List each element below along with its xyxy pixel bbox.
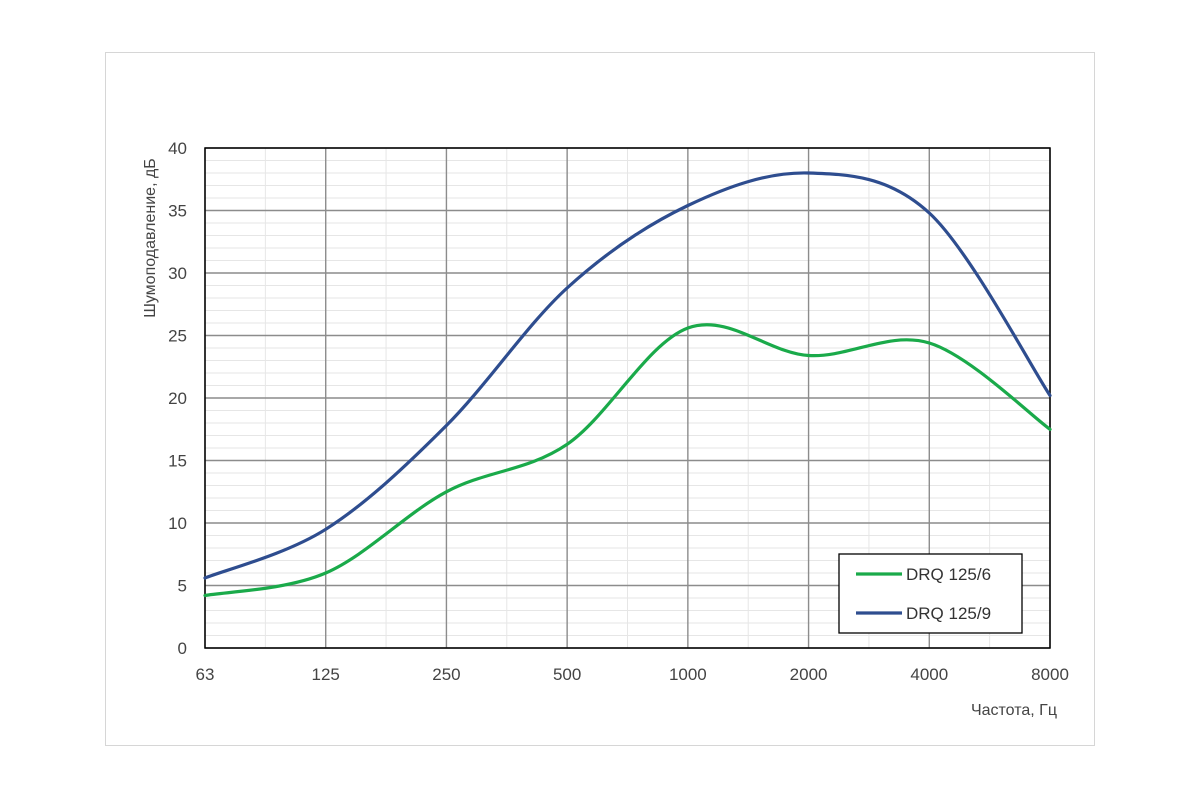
x-tick-label: 2000 [790, 665, 828, 684]
x-tick-label: 250 [432, 665, 460, 684]
y-tick-label: 20 [168, 389, 187, 408]
x-tick-label: 63 [196, 665, 215, 684]
x-tick-label: 4000 [910, 665, 948, 684]
y-tick-label: 35 [168, 202, 187, 221]
y-tick-label: 30 [168, 264, 187, 283]
y-tick-label: 25 [168, 327, 187, 346]
y-tick-label: 5 [178, 577, 187, 596]
y-axis-title: Шумоподавление, дБ [142, 158, 159, 318]
y-tick-labels: 0 5 10 15 20 25 30 35 40 [168, 139, 187, 658]
x-tick-label: 125 [312, 665, 340, 684]
series-line-2 [203, 171, 1052, 580]
x-axis-title: Частота, Гц [971, 702, 1057, 719]
x-tick-label: 1000 [669, 665, 707, 684]
legend-label: DRQ 125/9 [906, 604, 991, 623]
x-tick-label: 500 [553, 665, 581, 684]
y-tick-label: 15 [168, 452, 187, 471]
y-tick-label: 10 [168, 514, 187, 533]
legend: DRQ 125/6 DRQ 125/9 [838, 553, 1023, 634]
series-line-1 [203, 323, 1052, 598]
legend-box [838, 553, 1023, 634]
x-tick-labels: 63 125 250 500 1000 2000 4000 8000 [196, 665, 1069, 684]
legend-label: DRQ 125/6 [906, 565, 991, 584]
x-tick-label: 8000 [1031, 665, 1069, 684]
y-tick-label: 40 [168, 139, 187, 158]
y-tick-label: 0 [178, 639, 187, 658]
series-layer [203, 171, 1052, 598]
plot-area-border [204, 147, 1051, 649]
